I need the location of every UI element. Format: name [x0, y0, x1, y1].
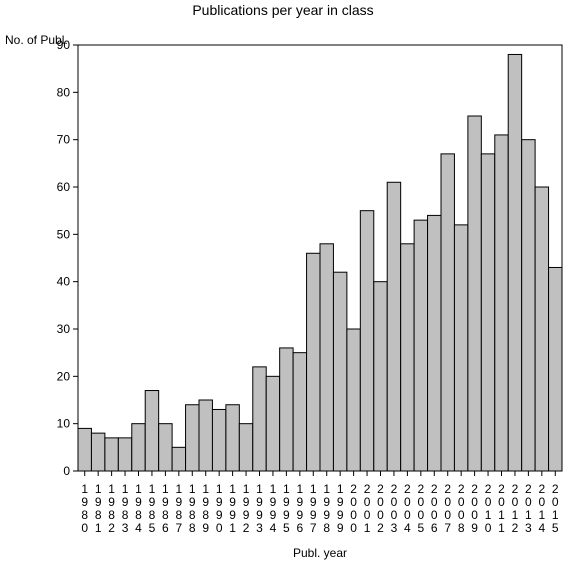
bar-2015	[548, 266, 563, 472]
bar-2013	[521, 139, 536, 472]
bar-1999	[332, 271, 348, 472]
bar-1992	[238, 423, 254, 472]
chart-title: Publications per year in class	[192, 2, 373, 18]
x-axis: 1 9 8 0 1 9 8 1 1 9 8 2 1 9 8 3 1 9 8 4 1 9 8 5 1 9 8 6 1 9 8 7 1 9 8 8 1 9 8 9…	[81, 471, 559, 535]
bar-1989	[198, 399, 213, 472]
bar-2008	[453, 224, 469, 472]
bar-2011	[494, 134, 509, 472]
bar-1987	[171, 446, 187, 472]
bar-1990	[211, 408, 227, 472]
bar-1985	[144, 390, 160, 472]
bar-2007	[440, 153, 455, 472]
bar-1991	[225, 404, 240, 472]
y-axis: 0 10 20 30 40 50 60 70 80 90	[57, 38, 78, 478]
bar-1995	[279, 347, 294, 472]
bar-1988	[185, 404, 200, 472]
bar-1998	[319, 243, 334, 472]
bar-2010	[480, 153, 496, 472]
bar-2000	[346, 328, 361, 472]
bar-1983	[117, 437, 133, 472]
bar-2003	[386, 181, 402, 472]
y-tick-label: 10	[57, 417, 71, 431]
bar-2001	[359, 210, 375, 472]
bar-1982	[104, 437, 119, 472]
y-tick-label: 20	[57, 369, 71, 383]
plot-area-frame	[77, 44, 563, 472]
y-tick-label: 40	[57, 275, 71, 289]
y-tick-label: 90	[57, 38, 71, 52]
bar-2014	[534, 186, 550, 472]
bar-1994	[265, 375, 281, 472]
bar-1996	[292, 352, 308, 472]
y-tick-label: 30	[57, 322, 71, 336]
y-tick-label: 60	[57, 180, 71, 194]
bar-2005	[413, 219, 429, 472]
bar-2002	[373, 281, 388, 472]
bar-2004	[400, 243, 415, 472]
x-axis-label: Publ. year	[293, 546, 347, 560]
bars-group	[77, 53, 563, 472]
y-axis-label: No. of Publ.	[5, 33, 68, 47]
bar-1993	[252, 366, 267, 472]
bar-1980	[77, 427, 92, 472]
bar-2006	[427, 214, 442, 472]
y-tick-label: 80	[57, 85, 71, 99]
bar-2012	[507, 53, 523, 472]
bar-2009	[467, 115, 482, 472]
bar-1986	[158, 423, 173, 472]
y-tick-label: 70	[57, 133, 71, 147]
bar-1997	[306, 252, 321, 472]
bar-1984	[131, 423, 146, 472]
y-tick-label: 50	[57, 227, 71, 241]
y-tick-label: 0	[63, 464, 70, 478]
bar-1981	[90, 432, 106, 472]
